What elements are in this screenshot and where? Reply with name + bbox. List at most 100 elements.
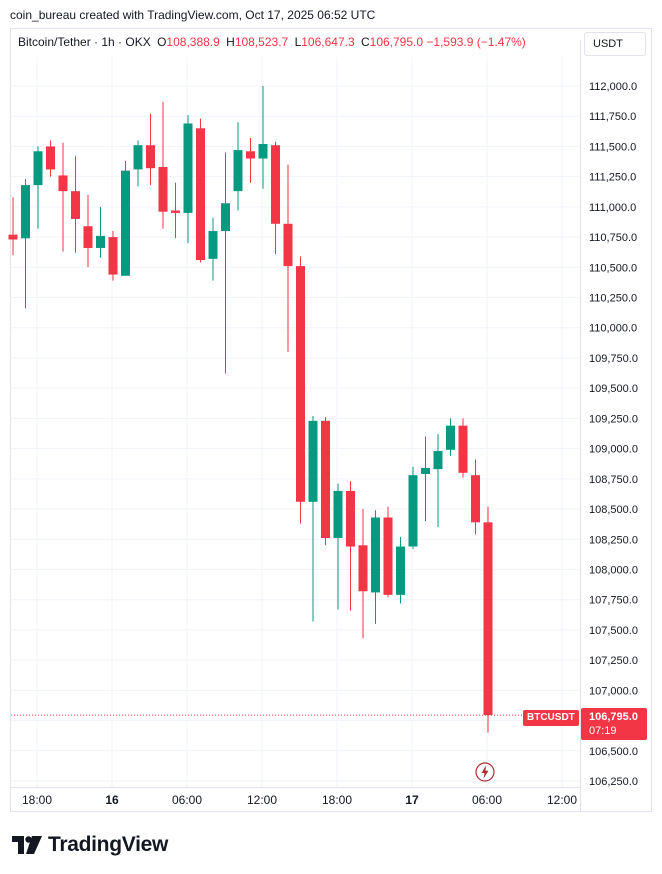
candle[interactable]: [33, 146, 43, 229]
last-price-tag: 106,795.0 07:19: [581, 708, 647, 740]
candle[interactable]: [183, 115, 193, 244]
candle-body: [221, 203, 230, 232]
candle[interactable]: [408, 466, 418, 549]
price-tick-label: 107,250.0: [589, 655, 638, 667]
time-tick-label: 06:00: [472, 793, 502, 807]
candle-body: [471, 475, 480, 523]
candle[interactable]: [46, 140, 55, 177]
candle-body: [408, 475, 418, 547]
time-tick-label: 17: [405, 793, 419, 807]
candle-body: [33, 151, 43, 186]
candle[interactable]: [283, 164, 293, 352]
price-tick-label: 108,250.0: [589, 534, 638, 546]
candle[interactable]: [21, 179, 30, 309]
price-tick-label: 109,500.0: [589, 383, 638, 395]
candle[interactable]: [233, 122, 243, 211]
candle-body: [283, 223, 293, 267]
price-tick-label: 112,000.0: [589, 81, 637, 93]
candle[interactable]: [271, 141, 280, 255]
time-tick-label: 12:00: [247, 793, 277, 807]
candle[interactable]: [483, 506, 493, 733]
candle[interactable]: [308, 415, 318, 622]
ohlc-legend: Bitcoin/Tether · 1h · OKX O108,388.9 H10…: [18, 35, 526, 49]
price-tick-label: 106,500.0: [589, 746, 638, 758]
currency-button[interactable]: USDT: [584, 32, 646, 56]
candle[interactable]: [346, 481, 355, 611]
high-value: 108,523.7: [234, 35, 289, 49]
candle[interactable]: [333, 483, 343, 610]
candle-body: [133, 145, 143, 170]
candle[interactable]: [246, 137, 255, 183]
candle[interactable]: [471, 459, 480, 535]
time-tick-label: 18:00: [322, 793, 352, 807]
candle[interactable]: [258, 86, 268, 189]
candle[interactable]: [83, 194, 93, 268]
candle[interactable]: [421, 436, 430, 522]
tradingview-logo[interactable]: TradingView: [12, 832, 168, 858]
price-tick-label: 107,500.0: [589, 625, 638, 637]
candle-body: [333, 490, 343, 539]
candle[interactable]: [8, 197, 18, 256]
open-value: 108,388.9: [166, 35, 220, 49]
candle[interactable]: [221, 152, 230, 374]
candle[interactable]: [108, 231, 118, 281]
candle[interactable]: [196, 118, 205, 263]
price-tick-label: 110,750.0: [589, 232, 637, 244]
candle-body: [158, 166, 168, 212]
candle[interactable]: [58, 142, 68, 252]
candle[interactable]: [96, 206, 105, 258]
open-label: O: [157, 35, 167, 49]
time-tick-label: 16: [105, 793, 119, 807]
candle[interactable]: [458, 418, 468, 478]
candle[interactable]: [296, 256, 305, 524]
candle-body: [146, 145, 155, 169]
grid-lines: [11, 57, 580, 787]
price-tick-label: 111,500.0: [589, 141, 636, 153]
candle-body: [483, 522, 493, 716]
time-tick-label: 18:00: [22, 793, 52, 807]
price-tick-label: 107,750.0: [589, 595, 638, 607]
candle[interactable]: [446, 418, 455, 456]
price-tick-label: 111,250.0: [589, 172, 636, 184]
symbol-price-tag: BTCUSDT: [523, 710, 579, 726]
candle-body: [321, 420, 330, 539]
price-tick-label: 110,000.0: [589, 323, 637, 335]
candle[interactable]: [158, 101, 168, 229]
candle-body: [371, 517, 380, 593]
candle[interactable]: [146, 113, 155, 186]
candle[interactable]: [383, 506, 393, 598]
price-tick-label: 109,000.0: [589, 444, 638, 456]
tradingview-logo-icon: [12, 836, 42, 854]
candle-body: [258, 144, 268, 159]
price-tick-label: 109,750.0: [589, 353, 638, 365]
candle[interactable]: [71, 156, 80, 253]
price-tick-label: 111,000.0: [589, 202, 636, 214]
candle[interactable]: [208, 217, 218, 281]
candle-body: [58, 175, 68, 192]
close-value: 106,795.0: [369, 35, 424, 49]
candle-body: [46, 146, 55, 170]
low-value: 106,647.3: [301, 35, 355, 49]
candle[interactable]: [321, 417, 330, 546]
lightning-icon[interactable]: [475, 762, 495, 782]
candle[interactable]: [121, 160, 130, 276]
candle-body: [246, 151, 255, 159]
candle[interactable]: [171, 182, 180, 239]
candle-body: [458, 425, 468, 473]
candle-body: [8, 234, 18, 240]
candle[interactable]: [396, 536, 405, 604]
time-tick-label: 12:00: [547, 793, 577, 807]
candle[interactable]: [371, 510, 380, 624]
time-tick-label: 06:00: [172, 793, 202, 807]
price-tick-label: 108,750.0: [589, 474, 638, 486]
candle-body: [21, 185, 30, 239]
candle-body: [446, 425, 455, 450]
candle-body: [171, 210, 180, 213]
chart-attribution: coin_bureau created with TradingView.com…: [10, 8, 376, 22]
change-value: −1,593.9 (−1.47%): [426, 35, 526, 49]
candle[interactable]: [433, 434, 443, 528]
candle-body: [296, 266, 305, 502]
candle[interactable]: [358, 509, 368, 639]
candle[interactable]: [133, 140, 143, 187]
